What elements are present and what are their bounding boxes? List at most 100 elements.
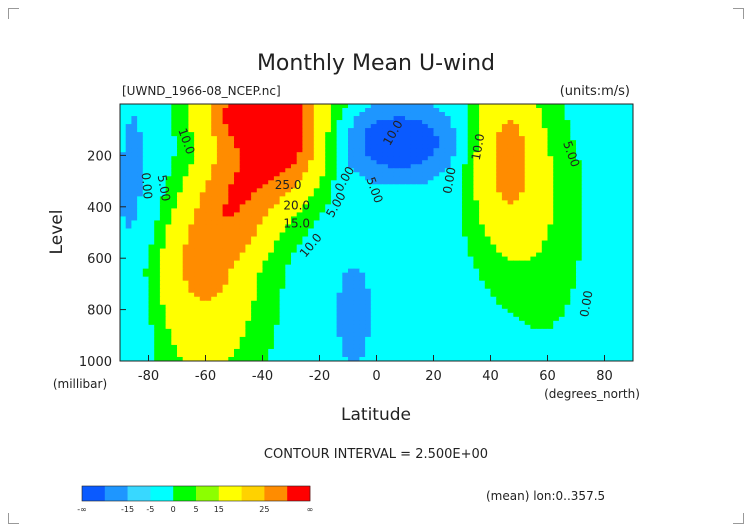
field-cell: [496, 216, 503, 222]
field-cell: [444, 220, 452, 226]
field-cell: [593, 160, 600, 165]
field-cell: [598, 240, 606, 246]
field-cell: [501, 196, 509, 201]
field-cell: [570, 184, 577, 189]
field-cell: [462, 196, 469, 201]
field-cell: [291, 136, 298, 141]
field-cell: [308, 312, 315, 318]
field-cell: [330, 124, 338, 129]
field-cell: [251, 240, 258, 246]
field-cell: [148, 108, 155, 113]
field-cell: [553, 144, 560, 149]
field-cell: [313, 168, 321, 173]
field-cell: [593, 308, 600, 314]
field-cell: [199, 220, 207, 226]
field-cell: [171, 324, 178, 330]
field-cell: [513, 136, 520, 141]
field-cell: [621, 244, 628, 250]
field-cell: [484, 156, 492, 161]
field-cell: [604, 312, 611, 318]
field-cell: [416, 160, 423, 165]
field-cell: [581, 248, 588, 254]
field-cell: [330, 116, 338, 121]
field-cell: [536, 148, 543, 153]
field-cell: [444, 188, 452, 193]
field-cell: [410, 284, 417, 290]
field-cell: [342, 216, 349, 222]
field-cell: [342, 276, 349, 282]
field-cell: [570, 268, 577, 274]
field-cell: [251, 184, 258, 189]
field-cell: [188, 184, 195, 189]
field-cell: [444, 124, 452, 129]
field-cell: [120, 284, 127, 290]
field-cell: [627, 220, 633, 226]
field-cell: [536, 248, 543, 254]
field-cell: [313, 164, 321, 169]
field-cell: [627, 320, 633, 326]
field-cell: [120, 116, 127, 121]
field-cell: [541, 240, 549, 246]
field-cell: [604, 248, 611, 254]
field-cell: [604, 244, 611, 250]
field-cell: [479, 156, 486, 161]
field-cell: [348, 252, 355, 258]
field-cell: [530, 140, 537, 145]
field-cell: [564, 236, 571, 242]
field-cell: [120, 168, 127, 173]
field-cell: [353, 228, 360, 234]
field-cell: [507, 172, 514, 177]
field-cell: [148, 212, 155, 218]
field-cell: [120, 260, 127, 266]
field-cell: [382, 248, 389, 254]
field-cell: [365, 144, 372, 149]
field-cell: [262, 196, 269, 201]
field-cell: [131, 292, 138, 298]
field-cell: [353, 316, 360, 322]
field-cell: [615, 184, 623, 189]
field-cell: [627, 276, 633, 282]
field-cell: [484, 304, 492, 310]
field-cell: [142, 320, 150, 326]
field-cell: [507, 280, 514, 286]
field-cell: [211, 104, 218, 109]
field-cell: [593, 176, 600, 181]
field-cell: [519, 168, 526, 173]
field-cell: [439, 108, 446, 113]
field-cell: [239, 264, 246, 270]
field-cell: [296, 276, 303, 282]
field-cell: [279, 296, 286, 302]
field-cell: [142, 208, 150, 214]
field-cell: [188, 276, 195, 282]
field-cell: [211, 128, 218, 133]
field-cell: [416, 144, 423, 149]
field-cell: [524, 192, 531, 197]
field-cell: [621, 144, 628, 149]
field-cell: [587, 144, 594, 149]
field-cell: [268, 140, 275, 145]
field-cell: [131, 252, 138, 258]
field-cell: [553, 180, 560, 185]
field-cell: [370, 224, 378, 230]
field-cell: [256, 276, 264, 282]
field-cell: [285, 292, 292, 298]
field-cell: [439, 164, 446, 169]
field-cell: [467, 232, 474, 238]
field-cell: [125, 252, 132, 258]
field-cell: [256, 156, 264, 161]
field-cell: [216, 120, 224, 125]
field-cell: [268, 192, 275, 197]
field-cell: [547, 108, 554, 113]
field-cell: [256, 236, 264, 242]
field-cell: [376, 172, 383, 177]
field-cell: [251, 268, 258, 274]
field-cell: [382, 152, 389, 157]
field-cell: [251, 212, 258, 218]
field-cell: [536, 144, 543, 149]
field-cell: [558, 188, 566, 193]
field-cell: [325, 120, 332, 125]
field-cell: [439, 104, 446, 109]
field-cell: [615, 152, 623, 157]
field-cell: [387, 300, 395, 306]
field-cell: [216, 248, 224, 254]
